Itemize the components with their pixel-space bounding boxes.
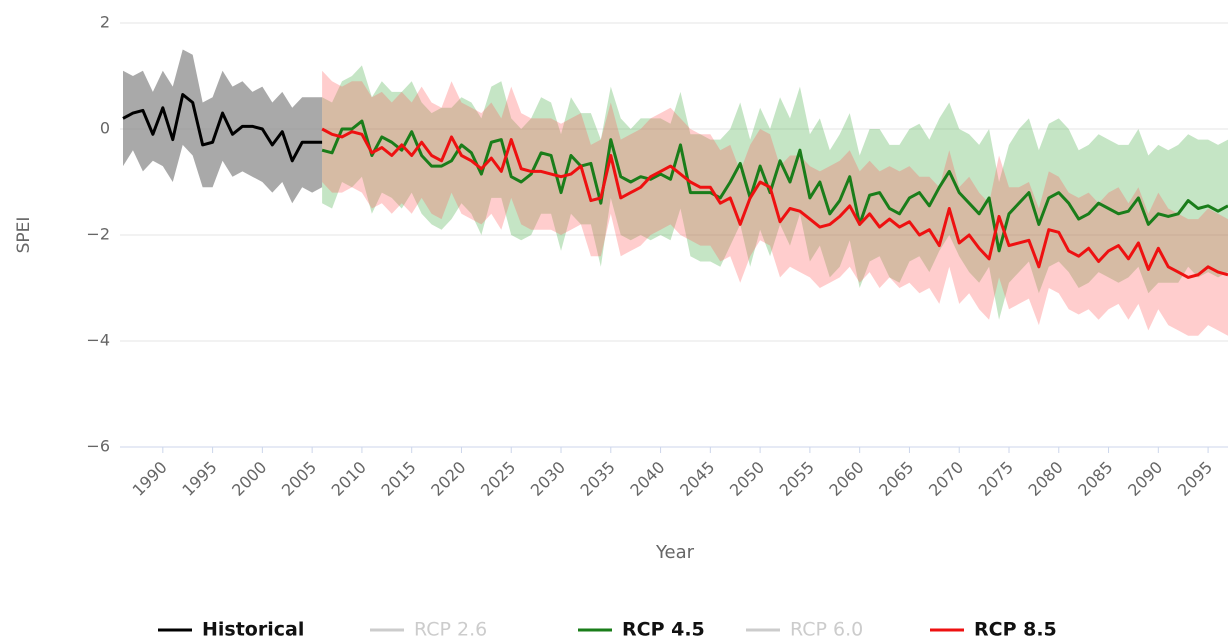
- x-tick-label: 2060: [825, 458, 867, 500]
- confidence-band: [123, 49, 323, 204]
- x-tick-label: 1995: [178, 458, 220, 500]
- y-tick-label: −2: [86, 225, 110, 244]
- y-tick-label: −6: [86, 437, 110, 456]
- legend-item[interactable]: RCP 4.5: [578, 619, 705, 640]
- x-tick-label: 2015: [377, 458, 419, 500]
- legend: Historical RCP 2.6 RCP 4.5 RCP 6.0 RCP 8.5: [158, 619, 1057, 640]
- lines: [122, 93, 1228, 279]
- y-tick-label: 2: [100, 13, 110, 32]
- x-tick-label: 2035: [577, 458, 619, 500]
- legend-item[interactable]: RCP 2.6: [370, 619, 487, 640]
- x-tick-label: 2080: [1025, 458, 1067, 500]
- x-tick-label: 2030: [527, 458, 569, 500]
- legend-item[interactable]: RCP 6.0: [746, 619, 863, 640]
- confidence-band: [322, 65, 1228, 320]
- x-tick-label: 2020: [427, 458, 469, 500]
- legend-label[interactable]: RCP 2.6: [414, 619, 487, 640]
- x-tick-label: 2095: [1174, 458, 1216, 500]
- legend-item[interactable]: RCP 8.5: [930, 619, 1057, 640]
- x-tick-label: 2025: [477, 458, 519, 500]
- x-tick-label: 2090: [1124, 458, 1166, 500]
- x-axis-title: Year: [655, 542, 695, 563]
- x-tick-label: 2070: [925, 458, 967, 500]
- x-tick-label: 2005: [278, 458, 320, 500]
- legend-label[interactable]: RCP 8.5: [974, 619, 1057, 640]
- x-tick-label: 2000: [228, 458, 270, 500]
- series-line: [321, 127, 1228, 279]
- x-tick-label: 2075: [975, 458, 1017, 500]
- y-tick-label: 0: [100, 119, 110, 138]
- y-tick-label: −4: [86, 331, 110, 350]
- x-tick-label: 2065: [875, 458, 917, 500]
- x-tick-label: 2085: [1074, 458, 1116, 500]
- x-tick-label: 2055: [776, 458, 818, 500]
- series-line: [122, 93, 323, 163]
- x-tick-label: 2045: [676, 458, 718, 500]
- series-line: [321, 119, 1228, 253]
- x-tick-label: 1990: [129, 458, 171, 500]
- x-tick-label: 2010: [328, 458, 370, 500]
- legend-label[interactable]: RCP 4.5: [622, 619, 705, 640]
- y-axis-title: SPEI: [14, 217, 34, 254]
- legend-label[interactable]: RCP 6.0: [790, 619, 863, 640]
- x-tick-label: 2050: [726, 458, 768, 500]
- legend-item[interactable]: Historical: [158, 619, 304, 640]
- legend-label[interactable]: Historical: [202, 619, 304, 640]
- x-tick-label: 2040: [626, 458, 668, 500]
- bands: [123, 49, 1228, 336]
